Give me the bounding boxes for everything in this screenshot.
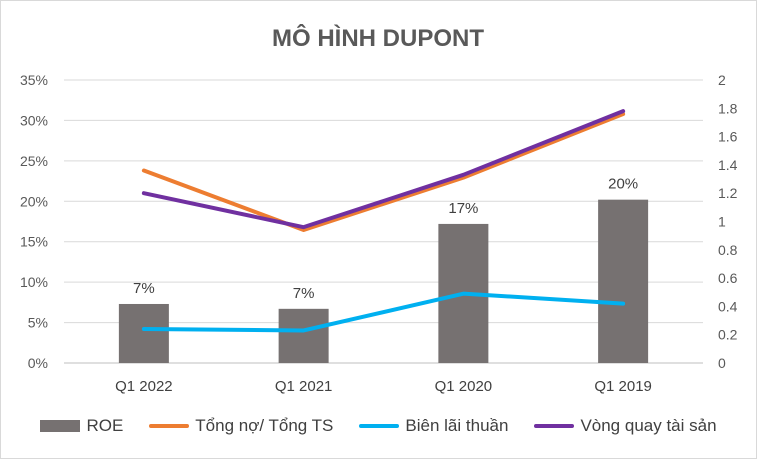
bar-roe bbox=[278, 308, 329, 363]
data-label-roe: 7% bbox=[293, 285, 315, 302]
legend-item-asset-turnover: Vòng quay tài sản bbox=[534, 416, 717, 436]
right-axis-tick-label: 1.6 bbox=[718, 129, 738, 145]
legend-label-asset-turnover: Vòng quay tài sản bbox=[580, 416, 717, 435]
left-axis-tick-label: 35% bbox=[20, 72, 48, 88]
dupont-chart: MÔ HÌNH DUPONT 0% 5% 10% 15% 20% 25% 30% 35% 0 0.… bbox=[20, 24, 738, 395]
left-axis-tick-label: 20% bbox=[20, 193, 48, 209]
left-axis-tick-label: 25% bbox=[20, 153, 48, 169]
x-axis-tick-label: Q1 2019 bbox=[594, 378, 652, 395]
right-axis-tick-label: 1 bbox=[718, 214, 726, 230]
x-axis-tick-label: Q1 2020 bbox=[435, 378, 493, 395]
chart-legend: ROE Tổng nợ/ Tổng TS Biên lãi thuần Vòng… bbox=[0, 412, 757, 440]
legend-swatch-debt-ratio bbox=[149, 424, 190, 428]
right-axis-tick-label: 0 bbox=[718, 355, 726, 371]
right-axis-tick-label: 1.4 bbox=[718, 157, 738, 173]
data-label-roe: 20% bbox=[608, 176, 638, 193]
left-axis-tick-label: 0% bbox=[28, 355, 48, 371]
data-label-roe: 17% bbox=[448, 200, 478, 217]
series-line-2 bbox=[141, 291, 626, 333]
left-axis-tick-label: 10% bbox=[20, 274, 48, 290]
right-axis-tick-label: 1.2 bbox=[718, 185, 738, 201]
right-axis-tick-label: 0.6 bbox=[718, 270, 738, 286]
bar-roe bbox=[118, 303, 169, 363]
right-axis-tick-label: 0.8 bbox=[718, 242, 738, 258]
x-axis-tick-label: Q1 2022 bbox=[115, 378, 173, 395]
data-label-roe: 7% bbox=[133, 280, 155, 297]
legend-item-roe: ROE bbox=[40, 416, 123, 436]
left-axis-tick-label: 15% bbox=[20, 234, 48, 250]
right-axis-tick-label: 2 bbox=[718, 72, 726, 88]
right-axis-tick-label: 0.2 bbox=[718, 327, 738, 343]
right-axis-tick-label: 0.4 bbox=[718, 298, 738, 314]
series-line-3 bbox=[141, 109, 626, 230]
left-axis-tick-label: 30% bbox=[20, 112, 48, 128]
bar-roe bbox=[598, 199, 649, 363]
legend-swatch-roe bbox=[40, 420, 81, 432]
legend-swatch-net-margin bbox=[359, 424, 400, 428]
chart-title: MÔ HÌNH DUPONT bbox=[272, 24, 484, 52]
legend-label-net-margin: Biên lãi thuần bbox=[405, 416, 509, 435]
legend-swatch-asset-turnover bbox=[534, 424, 575, 428]
left-axis-tick-label: 5% bbox=[28, 315, 48, 331]
legend-label-roe: ROE bbox=[86, 416, 124, 435]
x-axis-tick-label: Q1 2021 bbox=[275, 378, 333, 395]
right-axis-tick-label: 1.8 bbox=[718, 100, 738, 116]
legend-item-debt-ratio: Tổng nợ/ Tổng TS bbox=[149, 416, 333, 436]
legend-item-net-margin: Biên lãi thuần bbox=[359, 416, 508, 436]
series-line-1 bbox=[141, 111, 626, 232]
legend-label-debt-ratio: Tổng nợ/ Tổng TS bbox=[195, 416, 334, 435]
